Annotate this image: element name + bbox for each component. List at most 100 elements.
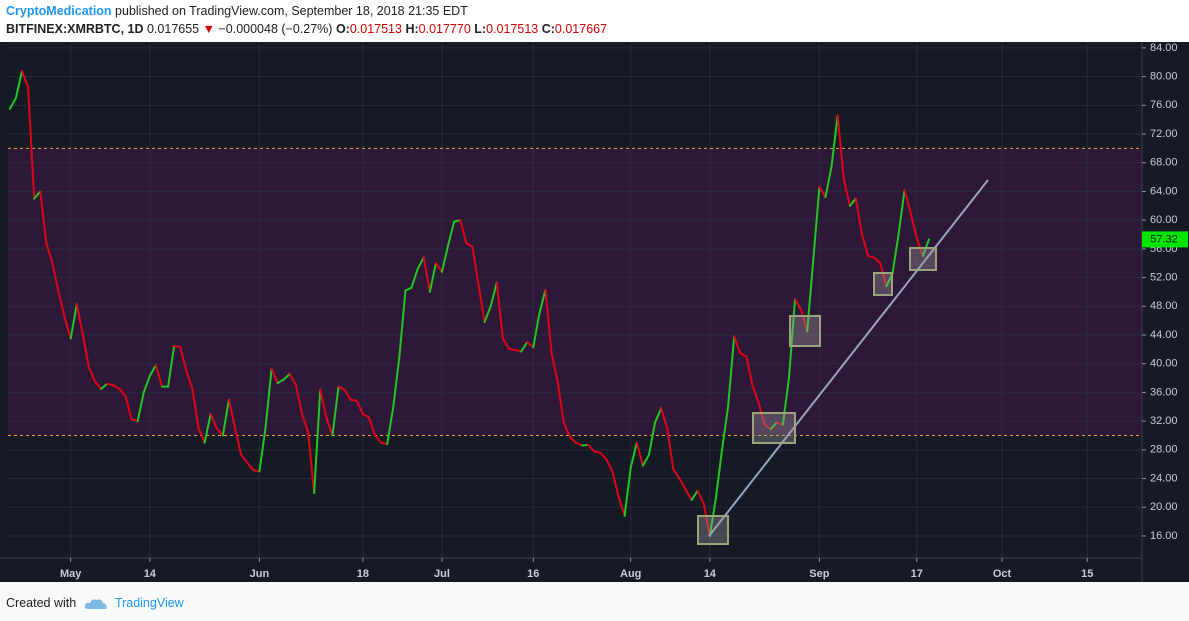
line-segment xyxy=(593,450,602,454)
y-tick-label: 36.00 xyxy=(1150,386,1178,398)
line-segment xyxy=(568,435,577,444)
y-axis-area xyxy=(1142,42,1189,582)
line-segment xyxy=(422,256,431,293)
line-segment xyxy=(550,351,559,383)
line-segment xyxy=(142,374,151,394)
line-segment xyxy=(690,489,699,502)
line-segment xyxy=(282,372,291,381)
line-segment xyxy=(702,502,711,537)
line-segment xyxy=(392,355,401,408)
trend-line xyxy=(708,179,989,537)
line-segment xyxy=(209,412,218,430)
line-segment xyxy=(739,351,748,358)
line-segment xyxy=(349,398,358,403)
line-segment xyxy=(416,256,425,270)
line-segment xyxy=(410,267,419,289)
line-segment xyxy=(63,316,72,340)
line-segment xyxy=(611,470,620,498)
line-segment xyxy=(733,335,742,354)
high-label: H: xyxy=(405,22,419,36)
line-segment xyxy=(361,412,370,419)
highlight-box xyxy=(909,247,937,271)
line-segment xyxy=(453,219,462,223)
line-segment xyxy=(75,303,84,336)
y-tick-label: 52.00 xyxy=(1150,271,1178,283)
y-tick-label: 28.00 xyxy=(1150,444,1178,456)
line-segment xyxy=(666,427,675,471)
line-segment xyxy=(270,367,279,385)
y-tick-label: 24.00 xyxy=(1150,472,1178,484)
line-segment xyxy=(903,189,912,214)
high: 0.017770 xyxy=(418,22,471,36)
brand[interactable]: TradingView xyxy=(114,596,184,610)
y-tick-label: 72.00 xyxy=(1150,128,1178,140)
low-label: L: xyxy=(474,22,487,36)
x-tick-label: Jun xyxy=(250,568,270,580)
line-segment xyxy=(434,262,443,273)
y-tick-label: 68.00 xyxy=(1150,157,1178,169)
line-segment xyxy=(337,385,346,391)
y-tick-label: 80.00 xyxy=(1150,71,1178,83)
line-segment xyxy=(781,377,790,426)
line-segment xyxy=(599,451,608,461)
x-tick-label: 14 xyxy=(144,568,157,580)
line-segment xyxy=(87,366,97,383)
line-segment xyxy=(483,305,492,324)
line-segment xyxy=(179,346,188,372)
line-segment xyxy=(234,427,243,456)
line-segment xyxy=(800,308,809,333)
line-segment xyxy=(587,443,596,453)
line-segment xyxy=(867,255,876,259)
line-segment xyxy=(27,86,36,200)
line-segment xyxy=(514,349,523,353)
line-segment xyxy=(167,344,176,388)
y-tick-label: 48.00 xyxy=(1150,300,1178,312)
symbol: BITFINEX:XMRBTC, 1D xyxy=(6,22,144,36)
line-segment xyxy=(909,211,918,240)
line-segment xyxy=(751,384,760,404)
line-segment xyxy=(264,367,273,430)
line-segment xyxy=(684,488,693,502)
line-segment xyxy=(276,378,285,385)
highlight-box xyxy=(697,515,729,545)
line-segment xyxy=(824,165,833,199)
x-tick-label: 14 xyxy=(704,568,717,580)
level-band xyxy=(8,148,1142,436)
line-segment xyxy=(221,398,230,437)
footer: Created with TradingView xyxy=(6,596,184,611)
line-segment xyxy=(367,416,377,437)
line-segment xyxy=(501,337,510,350)
line-segment xyxy=(605,458,614,473)
quote-line: BITFINEX:XMRBTC, 1D 0.017655 ▼ −0.000048… xyxy=(6,22,607,36)
line-segment xyxy=(775,421,784,426)
author[interactable]: CryptoMedication xyxy=(6,4,112,18)
highlight-box xyxy=(789,315,821,347)
line-segment xyxy=(672,468,681,480)
line-segment xyxy=(842,177,851,207)
line-segment xyxy=(526,341,535,349)
published: published on TradingView.com, September … xyxy=(115,4,468,18)
change: −0.000048 (−0.27%) xyxy=(218,22,333,36)
line-segment xyxy=(721,405,730,451)
line-segment xyxy=(812,186,821,261)
highlight-box xyxy=(873,272,893,296)
line-segment xyxy=(191,387,200,430)
line-segment xyxy=(258,427,267,473)
line-segment xyxy=(301,412,310,433)
x-tick-label: Sep xyxy=(809,568,829,580)
line-segment xyxy=(203,412,212,444)
line-segment xyxy=(355,400,364,415)
y-tick-label: 40.00 xyxy=(1150,358,1178,370)
line-segment xyxy=(106,382,115,387)
line-segment xyxy=(641,453,650,467)
line-segment xyxy=(830,114,839,168)
axes: 16.00 20.00 24.00 28.00 32.00 36.00 40.00 44.00… xyxy=(0,42,1189,582)
last-value-box xyxy=(1142,231,1188,248)
y-tick-label: 32.00 xyxy=(1150,415,1178,427)
x-tick-label: Oct xyxy=(993,568,1012,580)
line-segment xyxy=(745,355,754,387)
line-segment xyxy=(33,190,42,200)
line-segment xyxy=(806,258,815,333)
line-segment xyxy=(294,384,303,415)
